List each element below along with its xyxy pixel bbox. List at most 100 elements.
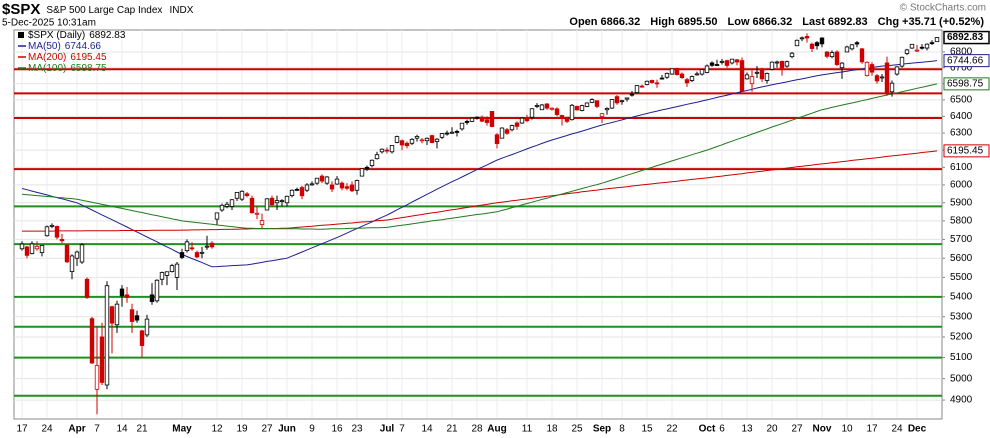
candle-body [499,127,505,139]
candle-body [809,43,815,49]
legend-name: $SPX (Daily) [28,30,85,41]
candle-body [409,138,415,144]
y-tick-label: 6300 [950,128,973,139]
candle-body [694,73,700,76]
candle-body [169,265,175,272]
candle-body [139,330,145,346]
candle-body [469,117,475,122]
quote-value: 6892.83 [828,16,868,28]
y-tick-label: 5300 [950,311,973,322]
ma-line [21,60,938,268]
candle-body [294,188,300,191]
price-box-label: 6892.83 [947,32,984,43]
x-tick-label: Nov [813,424,832,435]
x-tick-label: 24 [41,424,53,435]
candle-body [509,125,515,131]
candle-body [704,65,710,73]
candle-body [144,318,150,336]
candle-body [319,175,325,182]
ma-line [21,83,938,230]
candle-body [394,136,400,143]
candle-body [69,255,75,272]
candle-body [194,252,200,258]
candle-body [549,107,555,110]
candle-body [874,75,880,82]
candle-body [904,49,910,54]
y-tick-label: 5000 [950,373,973,384]
x-tick-label: 28 [471,424,483,435]
ma-line [22,150,938,232]
candle-body [364,166,370,170]
candle-body [264,198,270,211]
candle-body [699,69,705,75]
candle-body [244,193,250,196]
x-tick-label: Dec [908,424,927,435]
legend-name: MA(200) [28,52,66,63]
x-tick-label: 7 [94,424,100,435]
candle-body [884,62,890,95]
candle-body [359,168,365,177]
y-tick-label: 5200 [950,332,973,343]
candle-body [589,99,595,103]
candle-body [759,69,765,80]
candle-body [899,56,905,67]
candle-body [234,191,240,199]
candle-body [49,224,55,227]
candle-body [104,285,110,386]
candle-body [259,220,265,226]
candle-body [814,42,820,47]
candle-body [619,100,625,103]
quote-value: 6866.32 [601,16,641,28]
x-tick-label: 10 [841,424,853,435]
legend-entry: MA(100) 6598.75 [28,63,107,74]
quote: Open 6866.32 High 6895.50 Low 6866.32 Last 6892… [569,16,984,28]
candle-body [924,43,930,49]
quote-label: Chg [878,16,899,28]
candle-body [754,71,760,74]
candle-body [554,108,560,115]
candle-body [494,134,500,144]
candle-body [574,106,580,111]
price-box [943,77,990,91]
subtitle: S&P 500 Large Cap Index [46,5,162,16]
candle-body [334,178,340,185]
candle-body [64,244,70,263]
candle-body [524,117,530,122]
legend-entry: MA(200) 6195.45 [28,52,107,63]
candle-body [59,239,65,242]
candle-body [774,61,780,64]
candle-body [779,60,785,69]
x-tick-label: 27 [261,424,273,435]
candle-body [39,244,45,253]
x-tick-label: May [172,424,192,435]
candle-body [789,52,795,58]
x-tick-label: 16 [331,424,343,435]
price-box-label: 6598.75 [947,79,984,90]
x-tick-label: 14 [116,424,128,435]
price-box [943,54,990,68]
candle-body [134,315,140,321]
candle-body [684,79,690,84]
y-tick-label: 4900 [950,395,973,406]
x-tick-label: 21 [136,424,148,435]
candle-body [819,37,825,45]
candle-body [114,303,120,326]
quote-label: Last [802,16,825,28]
candle-body [34,245,40,250]
candle-body [864,61,870,77]
y-tick-label: 5700 [950,234,973,245]
plot-frame [13,29,943,420]
candle-body [639,85,645,88]
x-tick-label: 9 [309,424,315,435]
candle-body [414,136,420,139]
candle-body [654,82,660,85]
candle-body [369,159,375,167]
legend-entry: MA(50) 6744.66 [28,41,101,52]
quote-value: +35.71 (+0.52%) [902,16,984,28]
candle-body [829,52,835,58]
candle-body [914,49,920,52]
candle-body [734,59,740,63]
candle-body [74,251,80,259]
x-tick-label: 17 [866,424,878,435]
